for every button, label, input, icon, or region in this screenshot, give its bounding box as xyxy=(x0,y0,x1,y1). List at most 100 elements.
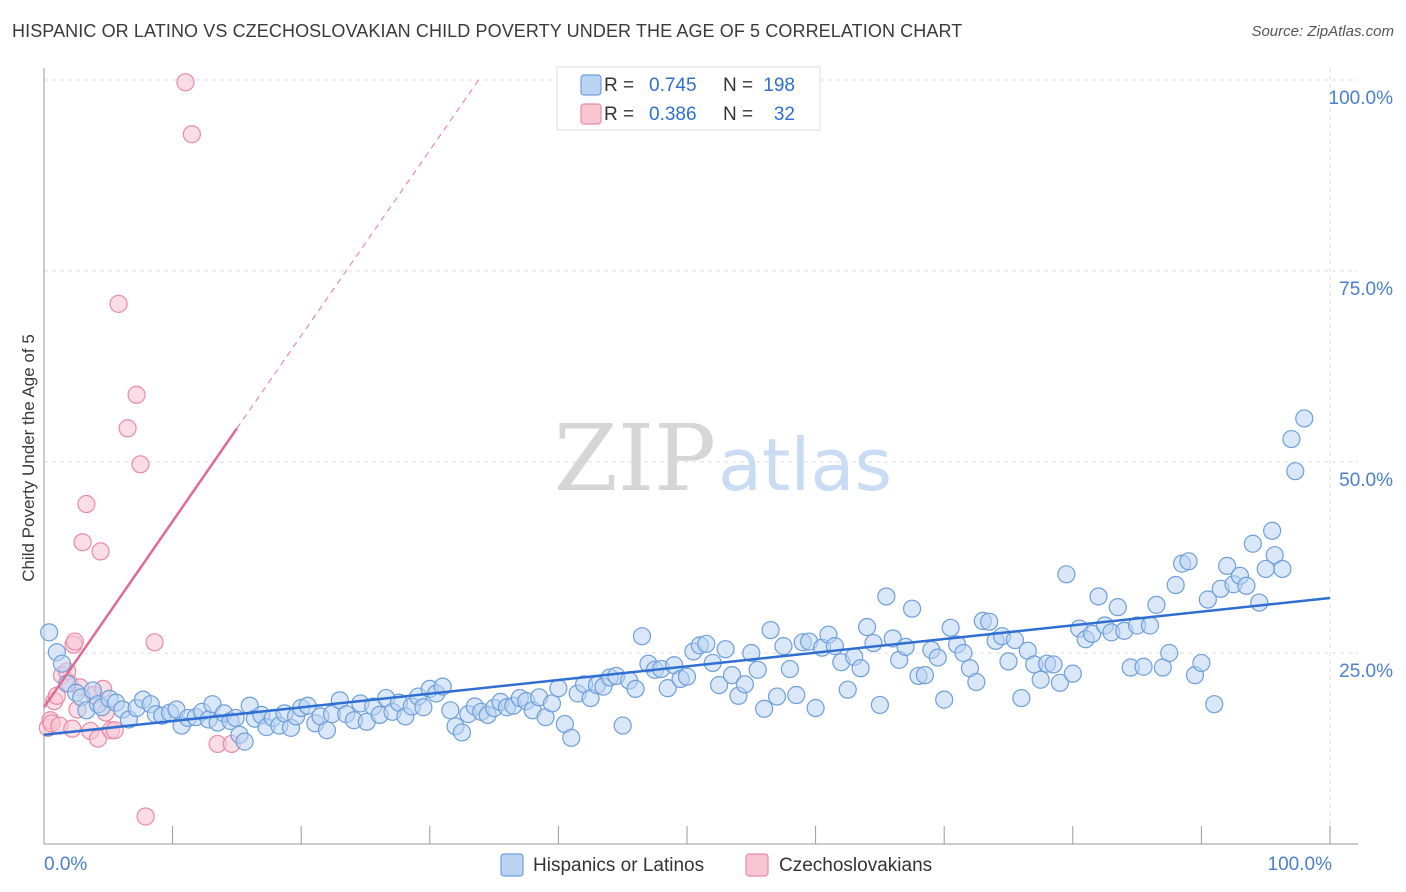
czechoslovakian-point xyxy=(127,385,146,404)
czechoslovakians-trend-line xyxy=(42,427,238,708)
hispanic-point xyxy=(1147,595,1166,614)
hispanic-point xyxy=(40,623,59,642)
hispanic-point xyxy=(870,695,890,715)
bottom-legend-swatch-czechoslovakians xyxy=(745,853,769,877)
czechoslovakian-point xyxy=(109,294,128,313)
hispanic-point xyxy=(806,698,825,718)
hispanic-point xyxy=(1282,429,1301,449)
hispanic-point xyxy=(774,637,793,656)
hispanic-point xyxy=(838,680,857,699)
hispanic-point xyxy=(935,690,954,709)
hispanic-point xyxy=(1140,616,1160,635)
hispanic-point xyxy=(1108,598,1127,617)
hispanic-point xyxy=(1063,664,1082,683)
hispanic-point xyxy=(1166,575,1185,595)
y-tick-label: 100.0% xyxy=(1329,88,1394,109)
hispanic-point xyxy=(864,633,883,653)
hispanic-point xyxy=(632,627,652,646)
x-tick-label-max: 100.0% xyxy=(1268,854,1333,875)
hispanic-point xyxy=(1243,534,1262,553)
hispanic-point xyxy=(1179,552,1198,571)
czechoslovakian-point xyxy=(91,542,110,561)
czechoslovakian-point xyxy=(77,494,96,514)
y-tick-label: 50.0% xyxy=(1339,470,1393,491)
bottom-legend-label-czechoslovakians: Czechoslovakians xyxy=(779,855,932,876)
legend-swatches xyxy=(500,66,821,877)
czechoslovakian-point xyxy=(118,419,137,438)
source-credit: Source: ZipAtlas.com xyxy=(1251,23,1394,40)
czechoslovakian-point xyxy=(105,721,124,740)
hispanic-point xyxy=(748,660,767,679)
legend-r-value-1: 0.745 xyxy=(649,75,697,96)
hispanic-point xyxy=(1265,546,1284,565)
czechoslovakian-point xyxy=(176,73,195,92)
hispanic-point xyxy=(1295,409,1314,428)
hispanic-point xyxy=(1198,590,1217,609)
hispanic-point xyxy=(1160,643,1179,663)
hispanic-point xyxy=(542,694,562,713)
czechoslovakian-point xyxy=(182,125,201,144)
hispanic-point xyxy=(235,732,254,751)
hispanic-point xyxy=(452,723,472,742)
hispanic-point xyxy=(1134,657,1153,676)
hispanic-point xyxy=(226,708,245,728)
bottom-legend-label-hispanics: Hispanics or Latinos xyxy=(533,855,704,876)
czechoslovakians-trend-extension xyxy=(236,75,482,429)
hispanic-point xyxy=(857,617,877,637)
legend-n-label-1: N = xyxy=(723,75,753,96)
legend-r-label-2: R = xyxy=(604,104,634,125)
trend-lines xyxy=(42,75,1331,736)
hispanic-point xyxy=(1286,462,1305,481)
hispanic-point xyxy=(1057,565,1076,584)
hispanic-point xyxy=(1031,670,1050,689)
hispanic-point xyxy=(877,587,896,606)
watermark-atlas: atlas xyxy=(718,423,892,507)
legend-r-value-2: 0.386 xyxy=(649,104,697,125)
legend-swatch-pink xyxy=(580,103,602,125)
hispanic-point xyxy=(414,698,433,717)
y-tick-labels: 25.0% 50.0% 75.0% 100.0% xyxy=(1329,88,1394,682)
czechoslovakian-point xyxy=(136,807,155,826)
hispanic-point xyxy=(658,679,677,698)
legend-swatch-blue xyxy=(580,74,602,96)
hispanic-point xyxy=(613,716,632,735)
hispanic-point xyxy=(697,634,716,653)
hispanic-point xyxy=(851,659,870,678)
hispanic-point xyxy=(954,643,973,663)
hispanic-point xyxy=(1250,593,1269,612)
x-tick-label-min: 0.0% xyxy=(44,854,87,875)
hispanic-point xyxy=(980,612,999,631)
hispanic-point xyxy=(562,728,581,747)
czechoslovakian-point xyxy=(73,533,92,552)
hispanic-point xyxy=(780,659,799,679)
hispanic-point xyxy=(787,685,806,705)
hispanic-point xyxy=(902,599,922,618)
hispanic-point xyxy=(1050,673,1070,692)
y-tick-label: 75.0% xyxy=(1339,279,1393,300)
hispanic-point xyxy=(317,721,337,740)
hispanic-point xyxy=(722,666,742,685)
czechoslovakian-point xyxy=(145,633,164,652)
hispanic-point xyxy=(883,629,902,648)
czechoslovakian-point xyxy=(65,632,84,651)
legend-n-value-2: 32 xyxy=(774,104,795,125)
hispanic-point xyxy=(1044,655,1063,674)
hispanic-point xyxy=(896,637,915,656)
hispanic-point xyxy=(1218,556,1237,576)
hispanic-point xyxy=(1273,559,1292,579)
hispanic-point xyxy=(52,654,72,673)
hispanic-point xyxy=(941,618,960,637)
hispanic-point xyxy=(735,675,754,694)
hispanic-point xyxy=(710,675,729,695)
y-axis-label: Child Poverty Under the Age of 5 xyxy=(19,334,38,582)
legend-n-label-2: N = xyxy=(723,104,753,125)
hispanic-point xyxy=(767,687,787,706)
hispanic-point xyxy=(999,652,1018,671)
y-tick-label: 25.0% xyxy=(1339,661,1393,682)
bottom-legend-swatch-hispanics xyxy=(500,853,524,877)
hispanics-trend-line xyxy=(43,596,1331,736)
hispanic-point xyxy=(915,666,935,685)
legend-n-value-1: 198 xyxy=(763,75,795,96)
hispanic-point xyxy=(1263,521,1282,540)
